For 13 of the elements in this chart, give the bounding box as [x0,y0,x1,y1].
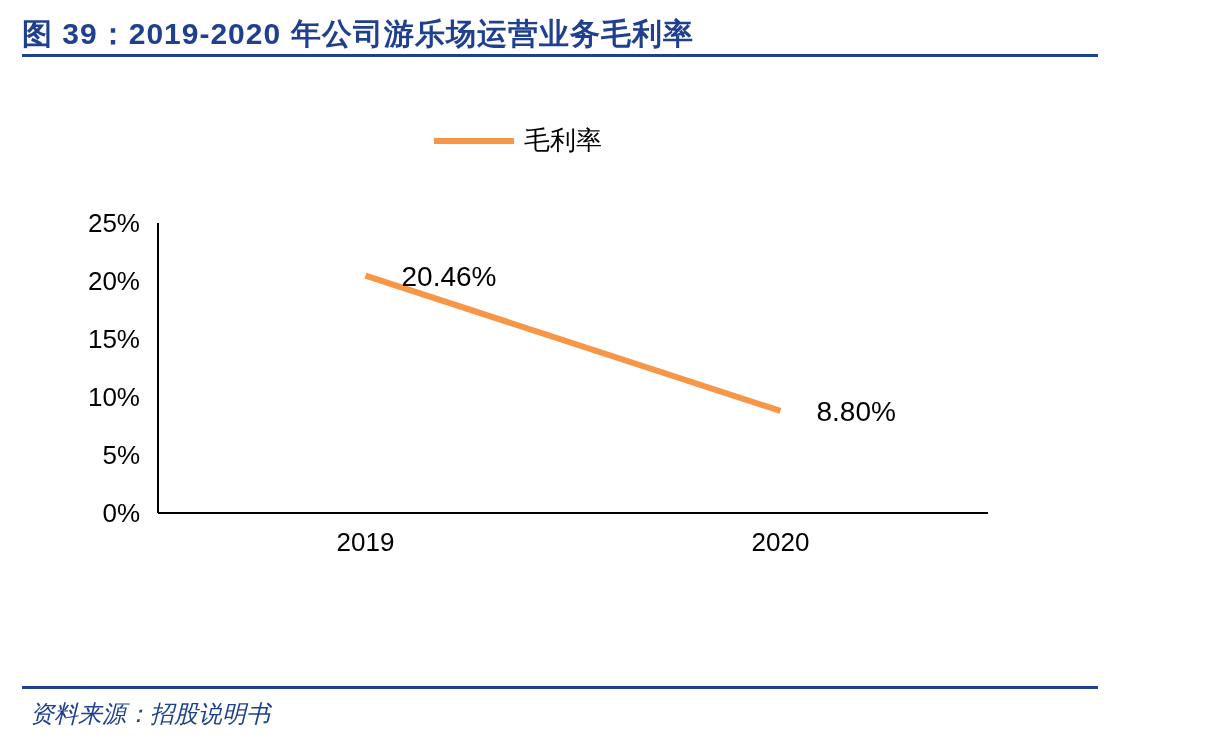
y-tick-label: 25% [87,208,140,239]
chart-title: 图 39：2019-2020 年公司游乐场运营业务毛利率 [22,16,694,52]
y-tick-label: 0% [102,498,140,529]
y-tick-label: 10% [87,382,140,413]
data-label: 8.80% [816,395,896,427]
data-label: 20.46% [401,260,497,292]
y-tick-label: 20% [87,266,140,297]
x-tick-label: 2019 [336,527,395,558]
y-tick-label: 15% [87,324,140,355]
legend-label: 毛利率 [524,124,602,157]
y-tick-label: 5% [102,440,140,471]
x-tick-label: 2020 [751,527,810,558]
text: 资料来源：招股说明书 [30,699,270,729]
